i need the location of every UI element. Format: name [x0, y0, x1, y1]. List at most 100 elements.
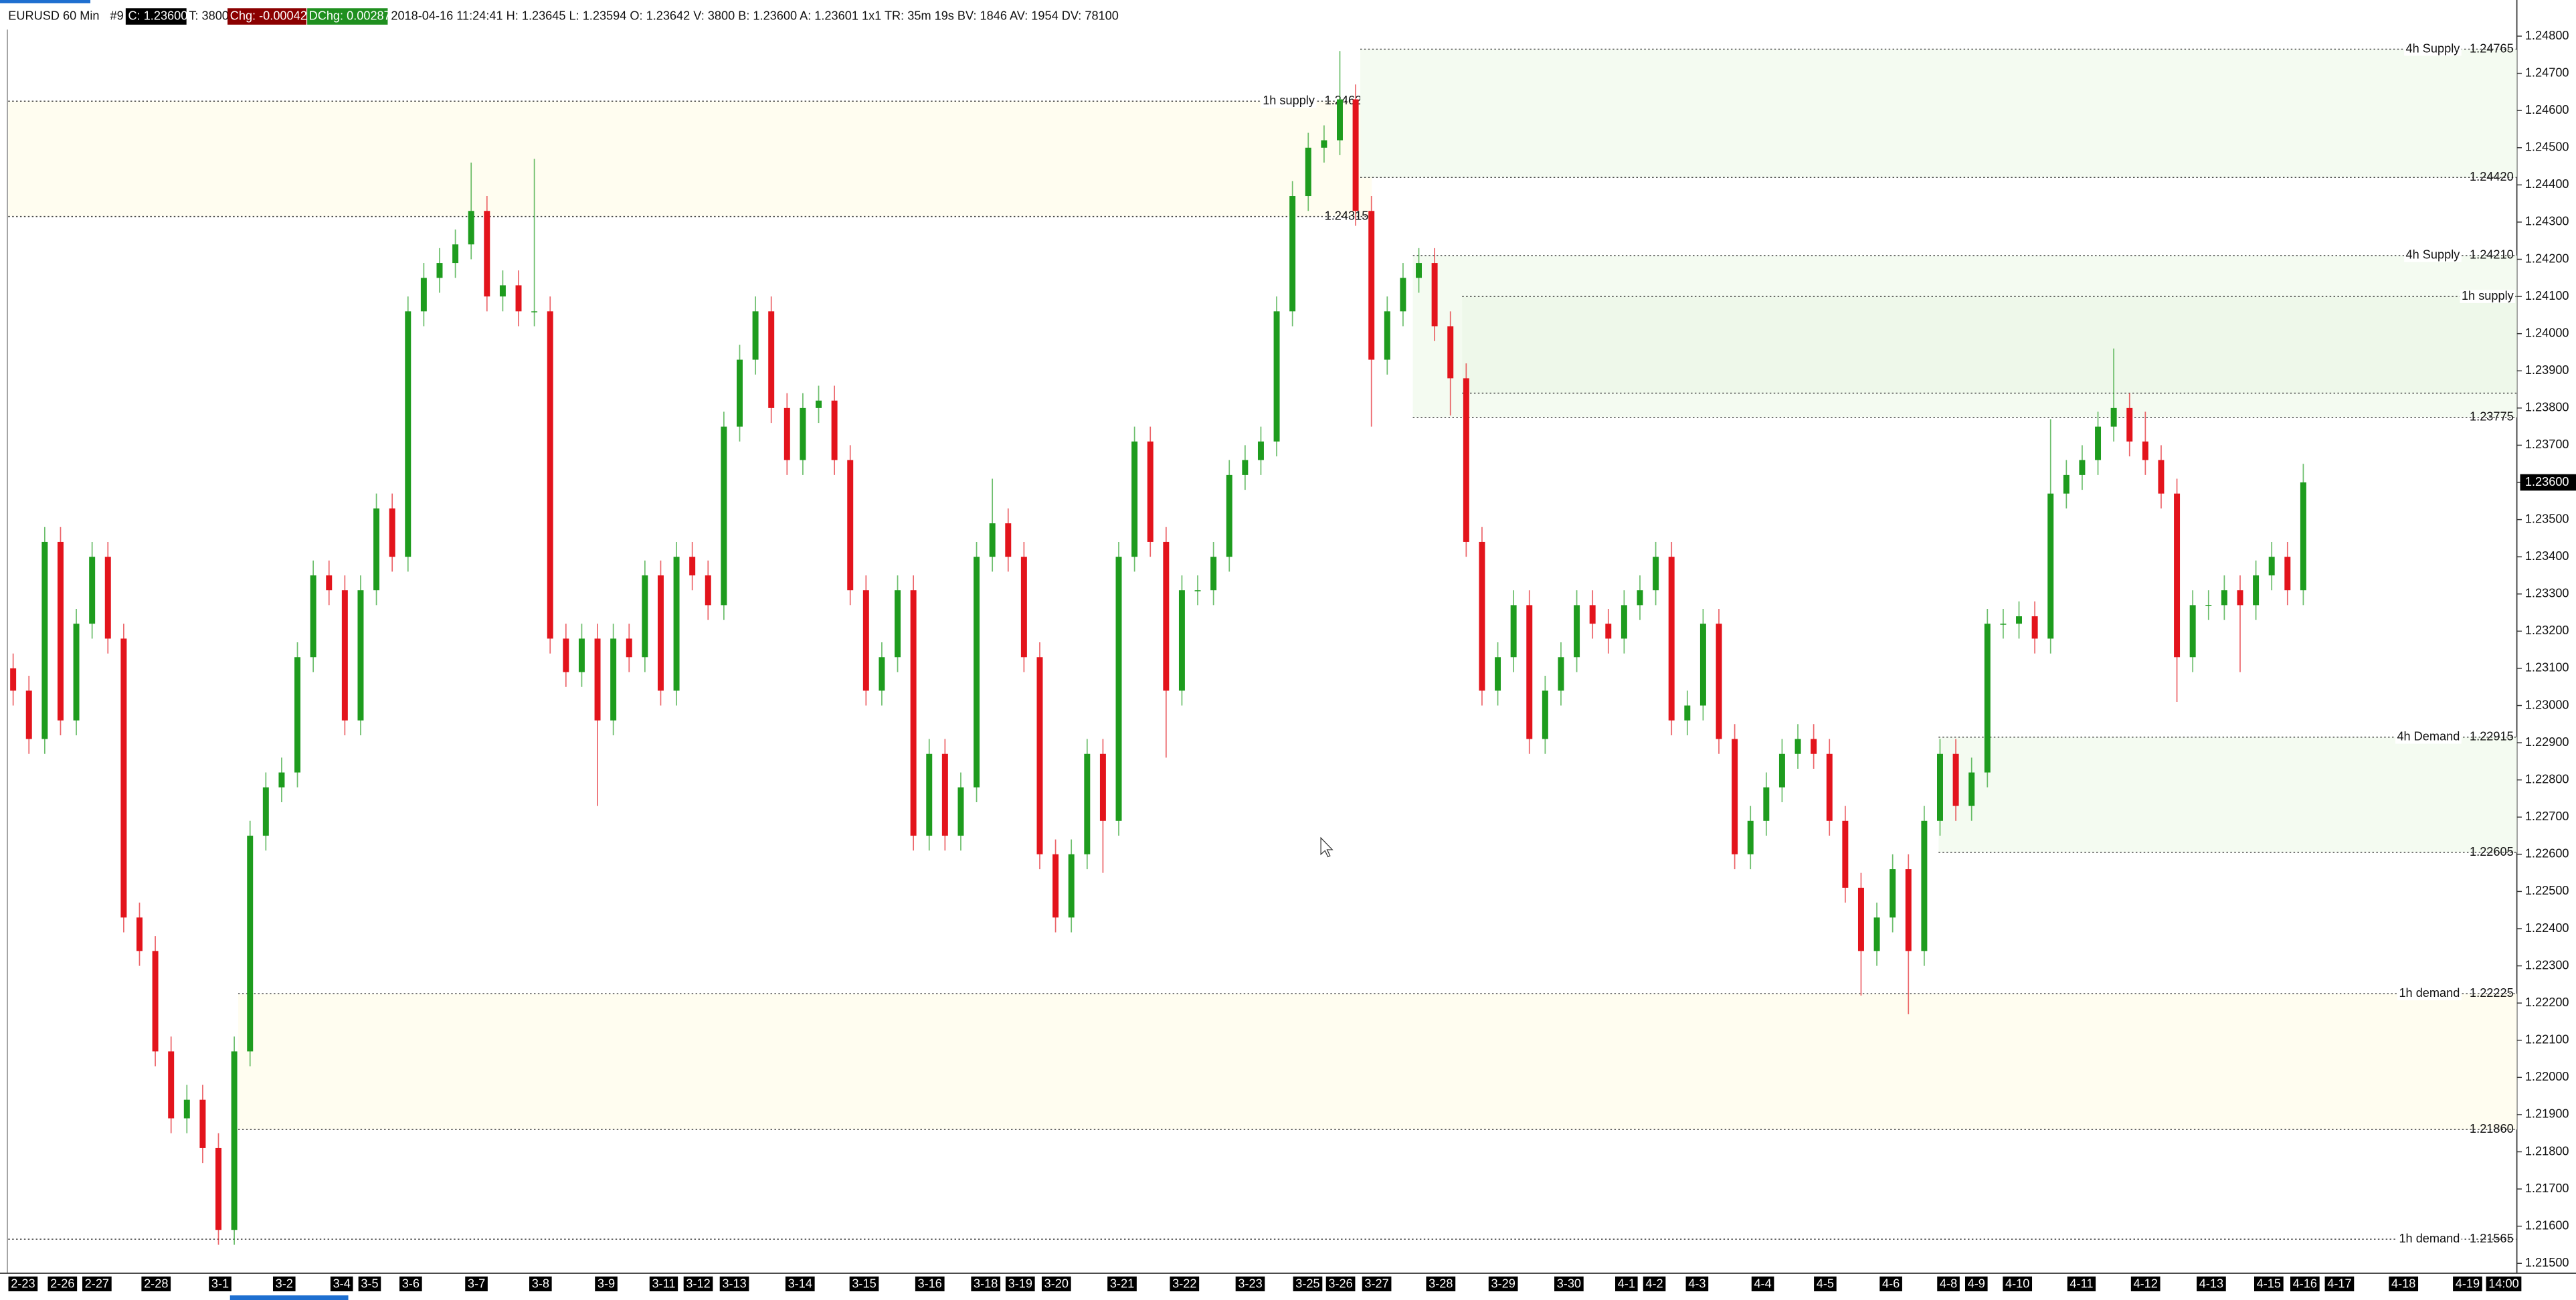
candle-body	[2063, 474, 2069, 494]
x-label-box	[1170, 1276, 1200, 1291]
x-tick-label: 4-19	[2456, 1277, 2480, 1290]
candle-body	[626, 638, 632, 658]
y-tick-label: 1.22700	[2525, 810, 2569, 823]
candle-body	[941, 753, 948, 836]
y-tick-label: 1.23500	[2525, 512, 2569, 525]
candle-body	[1084, 753, 1091, 854]
x-tick-label: 4-9	[1968, 1277, 1985, 1290]
y-tick-label: 1.21600	[2525, 1218, 2569, 1232]
y-tick-label: 1.23400	[2525, 549, 2569, 563]
x-tick-label: 2-27	[85, 1277, 109, 1290]
y-tick-label: 1.24700	[2525, 66, 2569, 79]
x-tick-label: 4-4	[1754, 1277, 1771, 1290]
y-tick-label: 1.24200	[2525, 252, 2569, 265]
candle-body	[1668, 557, 1675, 721]
y-tick-label: 1.24000	[2525, 326, 2569, 339]
level-name: 4h Supply	[2406, 41, 2461, 55]
candle-body	[2300, 482, 2306, 591]
candle-body	[578, 638, 585, 672]
candle-body	[1337, 99, 1343, 141]
level-name: 4h Supply	[2406, 248, 2461, 262]
candle-body	[831, 400, 838, 460]
candle-body	[1984, 624, 1991, 773]
x-label-box	[2003, 1276, 2033, 1291]
candles	[10, 51, 2306, 1245]
candle-body	[1921, 820, 1928, 951]
candle-body	[737, 359, 743, 427]
zone	[1360, 49, 2517, 178]
candle-body	[1099, 753, 1106, 821]
x-label-box	[1041, 1276, 1071, 1291]
y-tick-label: 1.22500	[2525, 884, 2569, 897]
candle-body	[989, 523, 996, 557]
x-label-box	[1005, 1276, 1035, 1291]
x-tick-label: 3-7	[468, 1277, 485, 1290]
x-label-box	[2324, 1276, 2355, 1291]
y-tick-label: 1.21900	[2525, 1107, 2569, 1121]
candle-body	[1510, 605, 1517, 658]
x-label-box	[1325, 1276, 1356, 1291]
close-box	[125, 8, 187, 25]
x-label-box	[1426, 1276, 1456, 1291]
last-price-label: 1.23600	[2525, 475, 2569, 488]
candle-body	[2095, 426, 2102, 460]
candle-body	[1621, 605, 1627, 639]
candle-body	[1068, 854, 1075, 918]
level-name: 1h supply	[2462, 289, 2514, 302]
candle-body	[879, 657, 885, 691]
candle-body	[1968, 772, 1975, 806]
daily-change: DChg: 0.00287	[309, 9, 391, 22]
x-label-box	[1615, 1276, 1638, 1291]
level-price: 1.24315	[1325, 209, 1369, 222]
x-label-box	[2290, 1276, 2320, 1291]
x-label-box	[1107, 1276, 1137, 1291]
x-tick-label: 4-5	[1817, 1277, 1834, 1290]
x-label-box	[1643, 1276, 1666, 1291]
chg-box	[227, 8, 306, 25]
x-label-box	[358, 1276, 381, 1291]
level-name: 1h demand	[2399, 1232, 2460, 1245]
x-tick-label: 3-28	[1429, 1277, 1453, 1290]
candle-body	[1937, 753, 1943, 821]
x-tick-label: 4-11	[2069, 1277, 2093, 1290]
candle-body	[89, 557, 96, 624]
candle-body	[73, 624, 80, 721]
candle-body	[1431, 263, 1438, 327]
x-label-box	[1554, 1276, 1584, 1291]
candle-body	[895, 590, 901, 658]
y-tick-label: 1.22400	[2525, 921, 2569, 935]
candle-body	[721, 426, 727, 606]
candle-body	[673, 557, 680, 691]
candle-body	[1020, 557, 1027, 658]
candle-body	[1131, 441, 1138, 557]
x-tick-label: 3-29	[1491, 1277, 1515, 1290]
candle-body	[1210, 557, 1217, 591]
x-label-box	[2197, 1276, 2226, 1291]
x-tick-label: 3-14	[788, 1277, 812, 1290]
x-tick-label: 3-26	[1328, 1277, 1352, 1290]
x-tick-label: 4-1	[1618, 1277, 1635, 1290]
candle-body	[1052, 854, 1059, 918]
level-price: 1.24210	[2470, 248, 2514, 262]
close: C: 1.23600	[128, 9, 188, 22]
x-tick-label: 3-20	[1044, 1277, 1069, 1290]
x-label-box	[2486, 1276, 2522, 1291]
candle-body	[1257, 441, 1264, 460]
x-label-box	[1293, 1276, 1323, 1291]
y-tick-label: 1.23900	[2525, 363, 2569, 377]
level-label-bg	[2395, 730, 2462, 744]
candle-body	[1857, 887, 1864, 951]
x-tick-label: 2-23	[11, 1277, 35, 1290]
x-tick-label: 4-13	[2199, 1277, 2223, 1290]
x-label-box	[1362, 1276, 1392, 1291]
x-tick-label: 4-8	[1940, 1277, 1957, 1290]
x-tick-label: 3-18	[974, 1277, 998, 1290]
y-tick-label: 1.23100	[2525, 661, 2569, 674]
level-price: 1.24765	[2470, 41, 2514, 55]
x-tick-label: 3-6	[402, 1277, 420, 1290]
level-price: 1.22225	[2470, 986, 2514, 1000]
level-label-bg	[2460, 290, 2516, 303]
candle-body	[215, 1147, 221, 1230]
x-tick-label: 3-27	[1364, 1277, 1388, 1290]
candle-body	[515, 285, 522, 312]
